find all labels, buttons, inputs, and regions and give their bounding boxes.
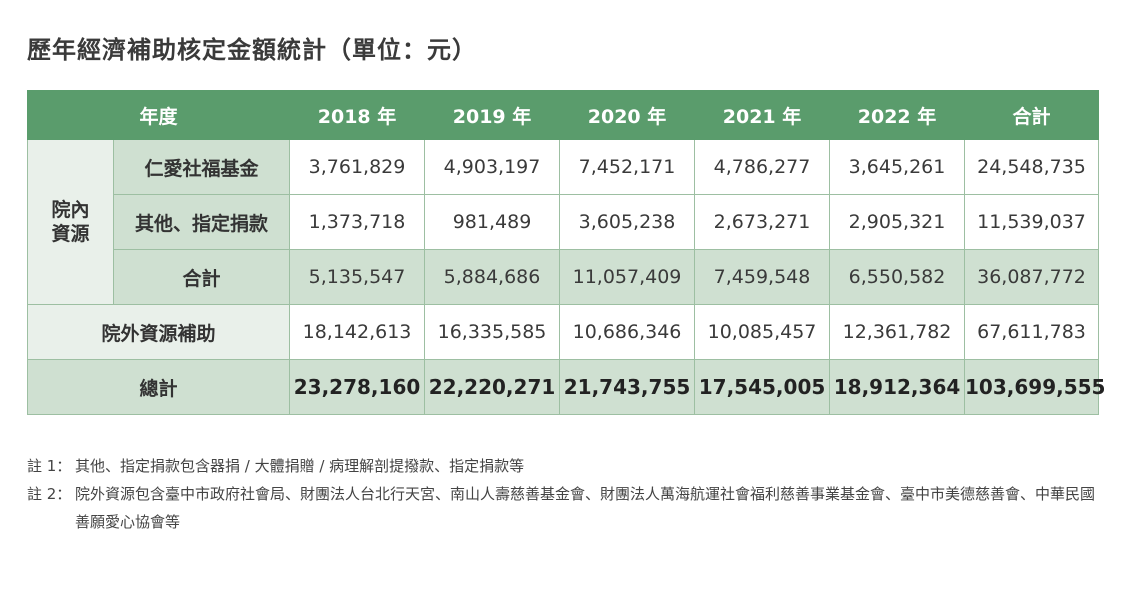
table-cell: 24,548,735 xyxy=(964,139,1100,195)
table-cell: 10,085,457 xyxy=(694,304,831,360)
table-cell: 3,645,261 xyxy=(829,139,966,195)
table-row: 總計 23,278,160 22,220,271 21,743,755 17,5… xyxy=(26,359,1105,415)
table-cell: 981,489 xyxy=(424,194,561,250)
footnote-marker: 註 1： xyxy=(27,457,72,475)
table-cell: 17,545,005 xyxy=(694,359,831,415)
table-cell: 36,087,772 xyxy=(964,249,1100,305)
header-row: 年度 2018 年 2019 年 2020 年 2021 年 2022 年 合計 xyxy=(26,90,1100,140)
header-2020: 2020 年 xyxy=(559,90,696,140)
table-cell: 7,452,171 xyxy=(559,139,696,195)
row-label: 總計 xyxy=(26,359,291,415)
header-2018: 2018 年 xyxy=(289,90,426,140)
header-2021: 2021 年 xyxy=(694,90,831,140)
table-cell: 18,142,613 xyxy=(289,304,426,360)
subsidy-table: 年度 2018 年 2019 年 2020 年 2021 年 2022 年 合計… xyxy=(26,90,1105,415)
table-cell: 6,550,582 xyxy=(829,249,966,305)
table-cell: 22,220,271 xyxy=(424,359,561,415)
table-cell: 2,673,271 xyxy=(694,194,831,250)
table-cell: 4,903,197 xyxy=(424,139,561,195)
table-cell: 11,539,037 xyxy=(964,194,1100,250)
table-cell: 10,686,346 xyxy=(559,304,696,360)
header-year: 年度 xyxy=(26,90,291,140)
table-cell: 103,699,555 xyxy=(964,359,1105,415)
table-cell: 18,912,364 xyxy=(829,359,966,415)
footnote-2: 註 2： 院外資源包含臺中市政府社會局、財團法人台北行天宮、南山人壽慈善基金會、… xyxy=(27,480,1107,536)
table-cell: 4,786,277 xyxy=(694,139,831,195)
row-label: 合計 xyxy=(112,249,291,305)
page-title: 歷年經濟補助核定金額統計（單位：元） xyxy=(27,36,477,64)
group-label: 院內 資源 xyxy=(27,139,114,305)
table-cell: 7,459,548 xyxy=(694,249,831,305)
table-row: 院內 資源 仁愛社福基金 3,761,829 4,903,197 7,452,1… xyxy=(27,139,1100,305)
table-cell: 3,761,829 xyxy=(289,139,426,195)
table-cell: 2,905,321 xyxy=(829,194,966,250)
footnote-text: 其他、指定捐款包含器捐 / 大體捐贈 / 病理解剖提撥款、指定捐款等 xyxy=(75,457,525,475)
footnote-text: 院外資源包含臺中市政府社會局、財團法人台北行天宮、南山人壽慈善基金會、財團法人萬… xyxy=(75,485,1096,531)
table-row: 其他、指定捐款 1,373,718 981,489 3,605,238 2,67… xyxy=(28,194,1100,250)
footnote-1: 註 1： 其他、指定捐款包含器捐 / 大體捐贈 / 病理解剖提撥款、指定捐款等 xyxy=(27,452,1107,480)
table-row: 合計 5,135,547 5,884,686 11,057,409 7,459,… xyxy=(28,249,1100,305)
table-cell: 21,743,755 xyxy=(559,359,696,415)
table-cell: 3,605,238 xyxy=(559,194,696,250)
table-cell: 11,057,409 xyxy=(559,249,696,305)
row-label: 其他、指定捐款 xyxy=(112,194,291,250)
table-cell: 23,278,160 xyxy=(289,359,426,415)
header-2022: 2022 年 xyxy=(829,90,966,140)
footnotes: 註 1： 其他、指定捐款包含器捐 / 大體捐贈 / 病理解剖提撥款、指定捐款等 … xyxy=(27,452,1107,536)
table-cell: 67,611,783 xyxy=(964,304,1100,360)
table-cell: 5,135,547 xyxy=(289,249,426,305)
row-label: 仁愛社福基金 xyxy=(112,139,291,195)
header-total: 合計 xyxy=(964,90,1100,140)
table-cell: 16,335,585 xyxy=(424,304,561,360)
table-cell: 1,373,718 xyxy=(289,194,426,250)
header-2019: 2019 年 xyxy=(424,90,561,140)
footnote-marker: 註 2： xyxy=(27,485,72,503)
row-label: 院外資源補助 xyxy=(26,304,291,360)
table-row: 院外資源補助 18,142,613 16,335,585 10,686,346 … xyxy=(26,304,1100,360)
table-cell: 12,361,782 xyxy=(829,304,966,360)
table-cell: 5,884,686 xyxy=(424,249,561,305)
